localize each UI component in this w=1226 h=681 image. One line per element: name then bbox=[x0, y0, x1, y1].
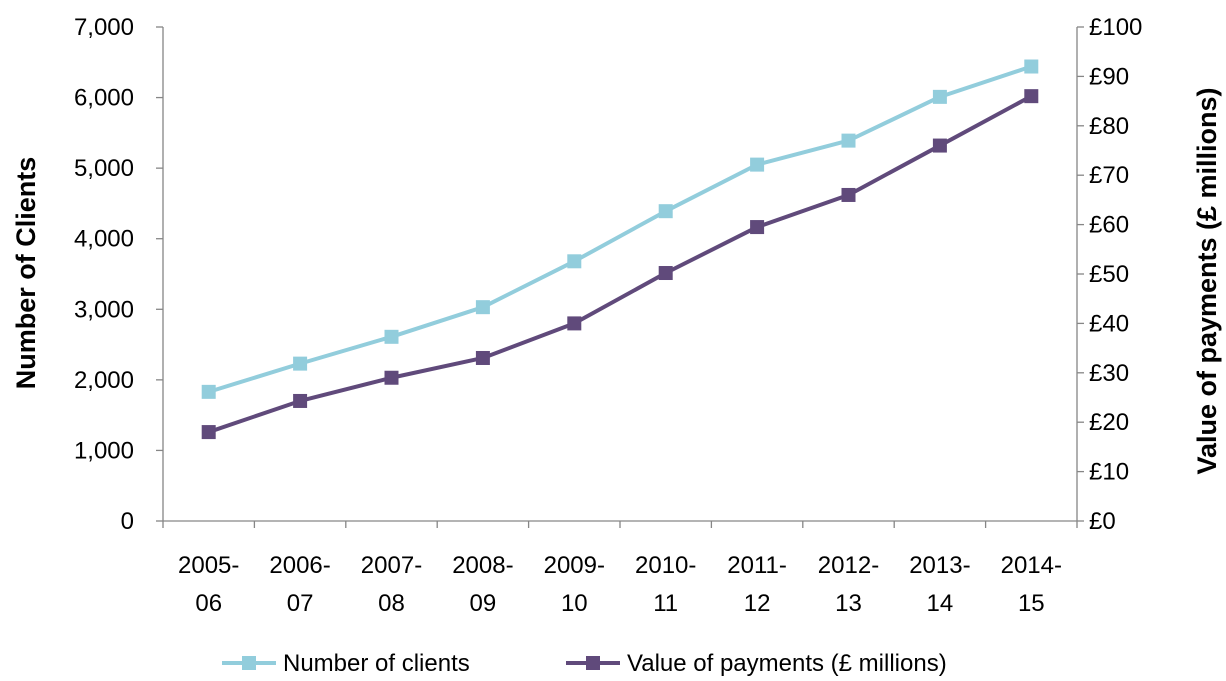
right-tick-label: £30 bbox=[1089, 360, 1129, 387]
right-tick-label: £60 bbox=[1089, 212, 1129, 239]
series-1 bbox=[201, 59, 1039, 399]
data-point bbox=[201, 425, 216, 440]
right-tick-label: £40 bbox=[1089, 310, 1129, 337]
left-tick-label: 4,000 bbox=[74, 226, 134, 253]
x-tick-label: 15 bbox=[1018, 590, 1045, 617]
data-point bbox=[841, 187, 856, 202]
left-axis-title: Number of Clients bbox=[11, 157, 41, 390]
x-tick-label: 09 bbox=[470, 590, 497, 617]
right-tick-label: £0 bbox=[1089, 508, 1116, 535]
series-layer bbox=[201, 59, 1039, 440]
left-tick-label: 6,000 bbox=[74, 85, 134, 112]
legend-label: Number of clients bbox=[283, 650, 470, 677]
series-line bbox=[208, 94, 1033, 434]
data-point bbox=[475, 350, 490, 365]
data-point bbox=[932, 138, 947, 153]
right-tick-label: £90 bbox=[1089, 63, 1129, 90]
x-tick-label: 2006- bbox=[269, 552, 330, 579]
x-tick-label: 2011- bbox=[727, 552, 787, 579]
x-tick-label: 2012- bbox=[818, 552, 879, 579]
right-tick-label: £10 bbox=[1089, 459, 1129, 486]
x-tick-label: 2008- bbox=[452, 552, 513, 579]
right-tick-label: £50 bbox=[1089, 261, 1129, 288]
legend-marker bbox=[586, 656, 600, 670]
data-point bbox=[567, 316, 582, 331]
data-point bbox=[841, 133, 856, 148]
right-axis-title: Value of payments (£ millions) bbox=[1192, 87, 1222, 474]
data-point bbox=[567, 254, 582, 269]
legend: Number of clients Value of payments (£ mi… bbox=[222, 650, 947, 677]
data-point bbox=[658, 204, 673, 219]
x-tick-label: 10 bbox=[561, 590, 588, 617]
data-point bbox=[201, 384, 216, 399]
left-tick-label: 1,000 bbox=[74, 437, 134, 464]
left-tick-label: 3,000 bbox=[74, 296, 134, 323]
series-line bbox=[208, 64, 1032, 394]
x-tick-label: 2010- bbox=[635, 552, 696, 579]
x-tick-label: 2014- bbox=[1001, 552, 1062, 579]
data-point bbox=[384, 370, 399, 385]
data-point bbox=[293, 393, 308, 408]
x-tick-label: 2013- bbox=[909, 552, 970, 579]
x-axis-ticks: 2005- 06 2006- 07 2007- 08 2008- 09 2009- 10 2010-… bbox=[162, 521, 1078, 617]
x-tick-label: 06 bbox=[195, 590, 222, 617]
left-tick-label: 7,000 bbox=[74, 14, 134, 41]
legend-item: Value of payments (£ millions) bbox=[566, 650, 947, 677]
left-tick-label: 2,000 bbox=[74, 367, 134, 394]
x-tick-label: 12 bbox=[744, 590, 771, 617]
legend-marker bbox=[242, 656, 256, 670]
data-point bbox=[750, 220, 765, 235]
right-axis-ticks: £0 £10 £20 £30 £40 £50 £60 £70 £80 £90 £100 bbox=[1077, 14, 1142, 535]
legend-item: Number of clients bbox=[222, 650, 470, 677]
data-point bbox=[475, 300, 490, 315]
left-tick-label: 5,000 bbox=[74, 155, 134, 182]
x-tick-label: 08 bbox=[378, 590, 405, 617]
x-tick-label: 2005- bbox=[178, 552, 239, 579]
data-point bbox=[658, 266, 673, 281]
x-tick-label: 07 bbox=[287, 590, 314, 617]
legend-label: Value of payments (£ millions) bbox=[627, 650, 947, 677]
data-point bbox=[384, 329, 399, 344]
data-point bbox=[293, 356, 308, 371]
x-tick-label: 11 bbox=[653, 590, 678, 617]
data-point bbox=[1024, 59, 1039, 74]
left-axis-ticks: 0 1,000 2,000 3,000 4,000 5,000 6,000 7,000 bbox=[74, 14, 163, 535]
left-tick-label: 0 bbox=[121, 508, 134, 535]
x-tick-label: 14 bbox=[927, 590, 954, 617]
x-tick-label: 2009- bbox=[544, 552, 605, 579]
right-tick-label: £80 bbox=[1089, 113, 1129, 140]
series-2 bbox=[201, 89, 1039, 440]
data-point bbox=[750, 157, 765, 172]
right-tick-label: £20 bbox=[1089, 409, 1129, 436]
data-point bbox=[1024, 89, 1039, 104]
data-point bbox=[932, 89, 947, 104]
right-tick-label: £100 bbox=[1089, 14, 1142, 41]
x-tick-label: 2007- bbox=[361, 552, 422, 579]
x-tick-label: 13 bbox=[835, 590, 862, 617]
right-tick-label: £70 bbox=[1089, 162, 1129, 189]
